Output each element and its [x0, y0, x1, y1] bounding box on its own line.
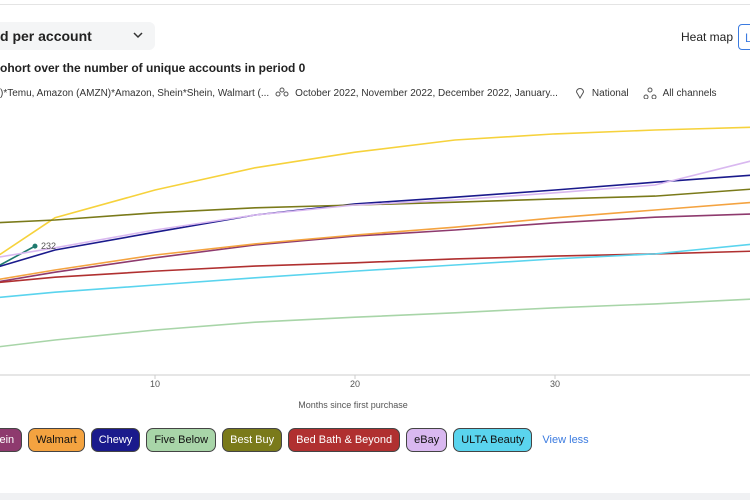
- filter-periods[interactable]: October 2022, November 2022, December 20…: [295, 87, 558, 99]
- series-line: [0, 298, 750, 348]
- line-button[interactable]: L: [738, 24, 750, 50]
- subtitle: ohort over the number of unique accounts…: [0, 61, 306, 75]
- channels-icon: [643, 87, 657, 99]
- series-line: [0, 160, 750, 258]
- people-icon: [275, 87, 289, 97]
- view-less-link[interactable]: View less: [542, 434, 589, 446]
- series-line: [0, 213, 750, 283]
- dropdown-text: d per account: [0, 28, 92, 44]
- series-line: [0, 250, 750, 284]
- top-border: [0, 4, 750, 5]
- series-line: [0, 174, 750, 268]
- data-label: 232: [41, 241, 56, 251]
- plot-area: [0, 126, 750, 348]
- filter-channels[interactable]: All channels: [662, 87, 717, 99]
- bottom-band: [0, 493, 750, 500]
- series-line: [0, 201, 750, 280]
- filters: )*Temu, Amazon (AMZN)*Amazon, Shein*Shei…: [0, 87, 717, 99]
- x-tick-label: 20: [350, 379, 360, 389]
- filter-brands[interactable]: )*Temu, Amazon (AMZN)*Amazon, Shein*Shei…: [0, 87, 270, 99]
- legend-chip[interactable]: Five Below: [146, 428, 217, 452]
- chart: Months since first purchase 10 20 30 232: [0, 126, 750, 410]
- series-line: [0, 126, 750, 256]
- legend-chip[interactable]: Best Buy: [222, 428, 283, 452]
- x-axis-label: Months since first purchase: [298, 400, 408, 410]
- legend-chip[interactable]: ULTA Beauty: [453, 428, 533, 452]
- pin-icon: [575, 88, 584, 99]
- point: [32, 243, 38, 249]
- x-tick-label: 30: [550, 379, 560, 389]
- heat-map-button[interactable]: Heat map: [680, 30, 734, 44]
- legend-chip[interactable]: eBay: [406, 428, 448, 452]
- chevron: [133, 32, 143, 39]
- filter-region[interactable]: National: [591, 87, 629, 99]
- metric-dropdown[interactable]: d per account: [0, 22, 155, 50]
- series-line: [0, 243, 750, 299]
- legend-chip[interactable]: Shein: [0, 428, 23, 452]
- legend-chip[interactable]: Chewy: [90, 428, 141, 452]
- legend-chip[interactable]: Bed Bath & Beyond: [288, 428, 401, 452]
- legend-chip[interactable]: Walmart: [28, 428, 85, 452]
- series-line: [0, 245, 36, 266]
- x-tick-label: 10: [150, 379, 160, 389]
